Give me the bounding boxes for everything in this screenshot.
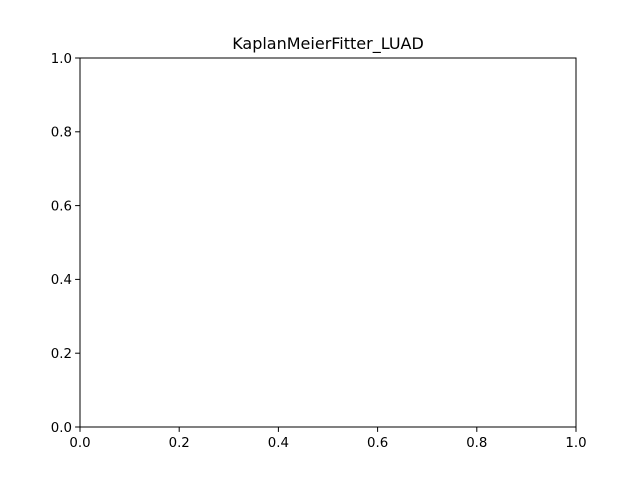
x-tick-label-5: 1.0 (565, 436, 586, 451)
y-tick-label-0: 0.0 (51, 421, 72, 436)
chart-title: KaplanMeierFitter_LUAD (232, 34, 424, 54)
x-tick-label-2: 0.4 (268, 436, 289, 451)
y-tick-label-4: 0.8 (51, 126, 72, 141)
y-tick-label-3: 0.6 (51, 199, 72, 214)
x-axis-ticks: 0.0 0.2 0.4 0.6 0.8 1.0 (69, 427, 587, 451)
x-tick-label-3: 0.6 (367, 436, 388, 451)
x-tick-label-0: 0.0 (69, 436, 90, 451)
y-tick-label-1: 0.2 (51, 347, 72, 362)
x-tick-label-4: 0.8 (466, 436, 487, 451)
plot-frame (79, 57, 577, 428)
y-axis-ticks: 0.0 0.2 0.4 0.6 0.8 1.0 (51, 52, 80, 436)
y-tick-label-2: 0.4 (51, 273, 72, 288)
x-tick-label-1: 0.2 (169, 436, 190, 451)
y-tick-label-5: 1.0 (51, 52, 72, 67)
plot-area (80, 58, 576, 427)
